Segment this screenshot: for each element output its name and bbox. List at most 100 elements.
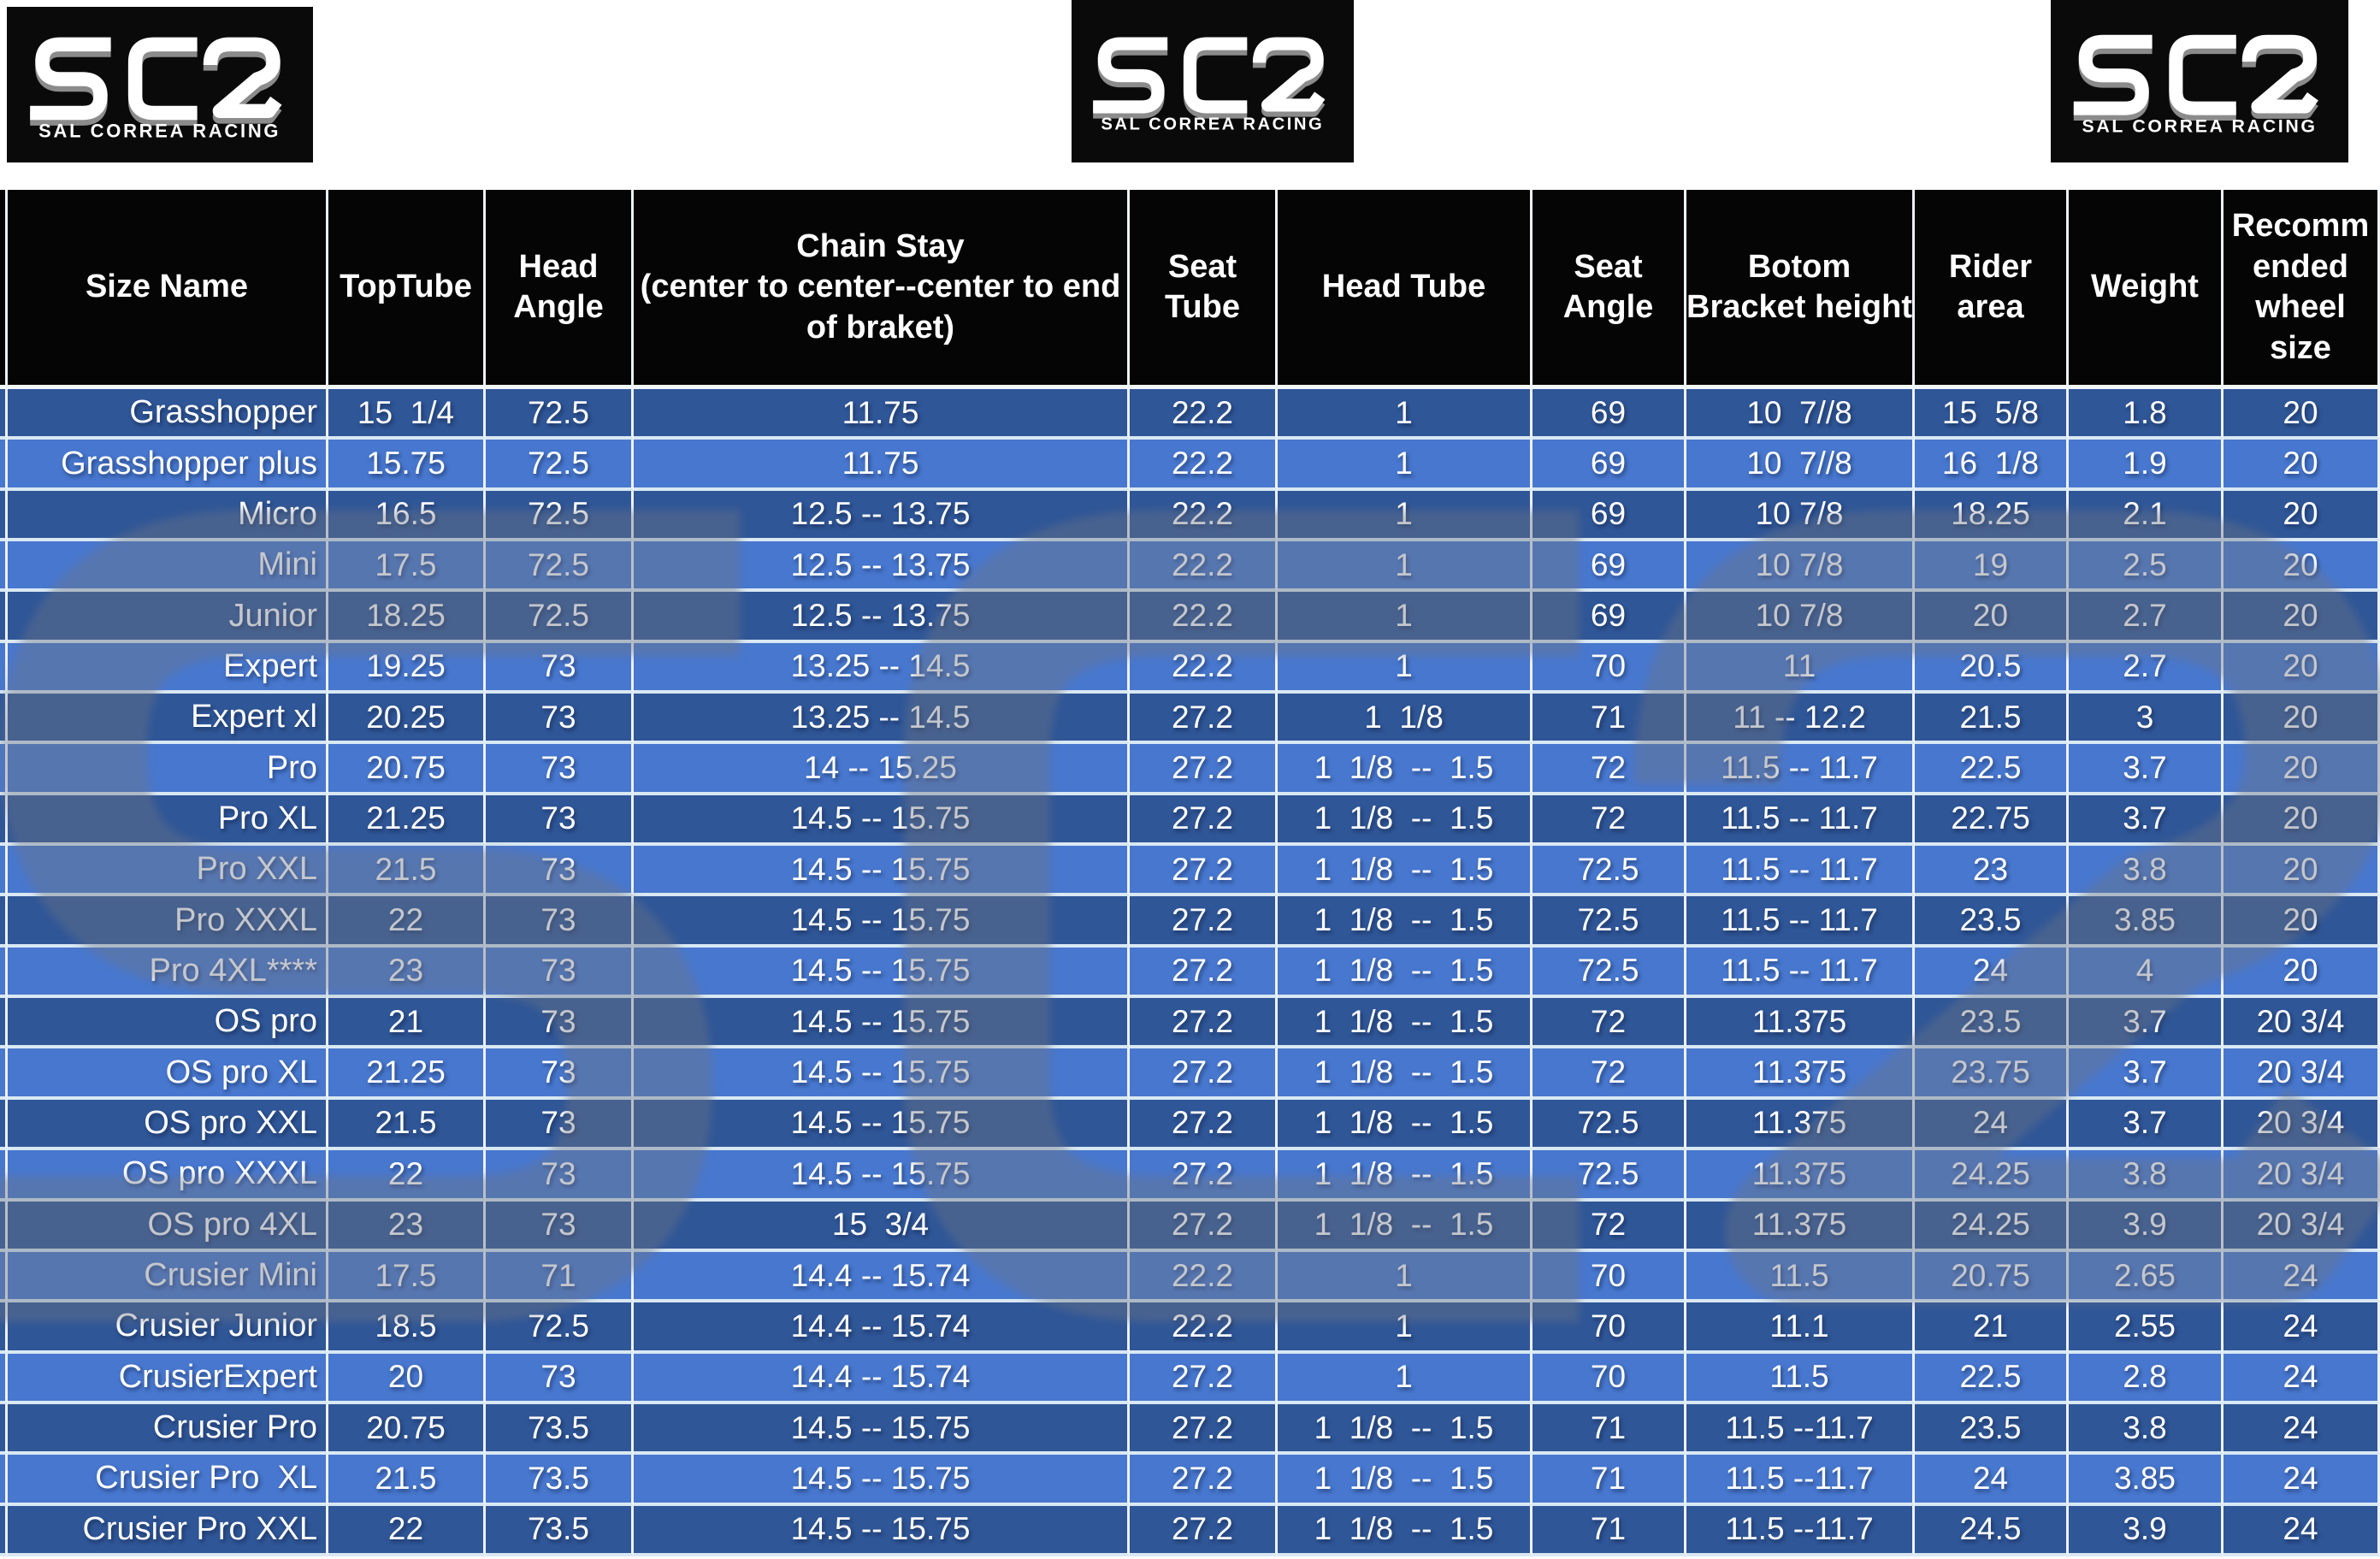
value-cell: 10 7//8: [1686, 389, 1915, 440]
value-cell: 20 3/4: [2223, 998, 2380, 1049]
value-cell: 11.75: [634, 389, 1130, 440]
value-cell: 11.1: [1686, 1302, 1915, 1354]
value-cell: 72.5: [1533, 846, 1686, 897]
value-cell: 73.5: [486, 1505, 634, 1556]
value-cell: 20: [1915, 592, 2069, 643]
value-cell: 20.5: [1915, 642, 2069, 694]
value-cell: 11: [1686, 642, 1915, 694]
size-name-cell: OS pro XL: [8, 1048, 328, 1100]
value-cell: 21.5: [328, 846, 486, 897]
value-cell: 73: [486, 846, 634, 897]
value-cell: 14.5 -- 15.75: [634, 1099, 1130, 1151]
value-cell: 11.5 -- 11.7: [1686, 896, 1915, 948]
value-cell: 2.65: [2069, 1251, 2223, 1303]
value-cell: 4: [2069, 947, 2223, 999]
value-cell: 20: [2223, 744, 2380, 795]
value-cell: 11.5 --11.7: [1686, 1505, 1915, 1556]
value-cell: 22.2: [1130, 1302, 1278, 1354]
column-header: Size Name: [8, 190, 328, 389]
value-cell: 72.5: [1533, 1099, 1686, 1151]
value-cell: 3.7: [2069, 794, 2223, 847]
value-cell: 27.2: [1130, 1353, 1278, 1404]
value-cell: 3.8: [2069, 1403, 2223, 1456]
value-cell: 14 -- 15.25: [634, 744, 1130, 795]
row-spacer-cell: [0, 846, 8, 897]
size-name-cell: OS pro XXXL: [8, 1150, 328, 1202]
value-cell: 73: [486, 694, 634, 745]
logo-subtext: SAL CORREA RACING: [2082, 116, 2317, 137]
logo-subtext: SAL CORREA RACING: [1101, 115, 1325, 134]
value-cell: 20 3/4: [2223, 1048, 2380, 1100]
value-cell: 18.25: [1915, 490, 2069, 542]
size-name-cell: Pro XL: [8, 794, 328, 847]
value-cell: 24: [2223, 1455, 2380, 1506]
value-cell: 11.375: [1686, 1048, 1915, 1100]
value-cell: 20: [2223, 694, 2380, 745]
value-cell: 18.5: [328, 1302, 486, 1354]
row-spacer-cell: [0, 1455, 8, 1506]
value-cell: 20: [2223, 389, 2380, 440]
value-cell: 1 1/8 -- 1.5: [1278, 744, 1533, 795]
value-cell: 72: [1533, 744, 1686, 795]
value-cell: 27.2: [1130, 1150, 1278, 1202]
value-cell: 3.7: [2069, 1048, 2223, 1100]
value-cell: 20: [2223, 541, 2380, 593]
value-cell: 12.5 -- 13.75: [634, 541, 1130, 593]
letter-c: [2169, 35, 2236, 116]
value-cell: 69: [1533, 592, 1686, 643]
size-name-cell: Pro: [8, 744, 328, 795]
value-cell: 11.5 -- 11.7: [1686, 794, 1915, 847]
column-header: Head Angle: [486, 190, 634, 389]
value-cell: 3.9: [2069, 1201, 2223, 1252]
value-cell: 1: [1278, 1353, 1533, 1404]
value-cell: 1.9: [2069, 440, 2223, 491]
column-header: Chain Stay (center to center--center to …: [634, 190, 1130, 389]
value-cell: 16.5: [328, 490, 486, 542]
value-cell: 3: [2069, 694, 2223, 745]
row-spacer-cell: [0, 1150, 8, 1202]
value-cell: 23.5: [1915, 896, 2069, 948]
value-cell: 70: [1533, 1353, 1686, 1404]
value-cell: 3.7: [2069, 744, 2223, 795]
value-cell: 20: [2223, 794, 2380, 847]
size-name-cell: Pro XXXL: [8, 896, 328, 948]
value-cell: 1: [1278, 592, 1533, 643]
value-cell: 24: [2223, 1505, 2380, 1556]
value-cell: 11.5 -- 11.7: [1686, 846, 1915, 897]
value-cell: 27.2: [1130, 694, 1278, 745]
value-cell: 13.25 -- 14.5: [634, 642, 1130, 694]
header-spacer-cell: [0, 190, 8, 389]
value-cell: 23: [1915, 846, 2069, 897]
value-cell: 20: [2223, 490, 2380, 542]
value-cell: 2.1: [2069, 490, 2223, 542]
row-spacer-cell: [0, 541, 8, 593]
value-cell: 73: [486, 1150, 634, 1202]
scr-logo-mark: SAL CORREA RACING: [30, 37, 282, 141]
value-cell: 22.2: [1130, 642, 1278, 694]
value-cell: 14.5 -- 15.75: [634, 1048, 1130, 1100]
value-cell: 10 7/8: [1686, 592, 1915, 643]
letter-s: [30, 37, 111, 121]
size-name-cell: OS pro 4XL: [8, 1201, 328, 1252]
value-cell: 2.8: [2069, 1353, 2223, 1404]
value-cell: 72: [1533, 1201, 1686, 1252]
value-cell: 73: [486, 947, 634, 999]
value-cell: 71: [1533, 694, 1686, 745]
value-cell: 27.2: [1130, 1403, 1278, 1456]
value-cell: 27.2: [1130, 1201, 1278, 1252]
value-cell: 22.2: [1130, 541, 1278, 593]
value-cell: 1 1/8 -- 1.5: [1278, 1048, 1533, 1100]
value-cell: 23.75: [1915, 1048, 2069, 1100]
value-cell: 12.5 -- 13.75: [634, 490, 1130, 542]
row-spacer-cell: [0, 998, 8, 1049]
value-cell: 72.5: [1533, 896, 1686, 948]
value-cell: 20.75: [328, 1403, 486, 1456]
value-cell: 72: [1533, 998, 1686, 1049]
value-cell: 1 1/8 -- 1.5: [1278, 846, 1533, 897]
value-cell: 14.5 -- 15.75: [634, 794, 1130, 847]
value-cell: 73: [486, 1201, 634, 1252]
value-cell: 17.5: [328, 1251, 486, 1303]
value-cell: 2.7: [2069, 642, 2223, 694]
size-name-cell: OS pro XXL: [8, 1099, 328, 1151]
value-cell: 73: [486, 744, 634, 795]
